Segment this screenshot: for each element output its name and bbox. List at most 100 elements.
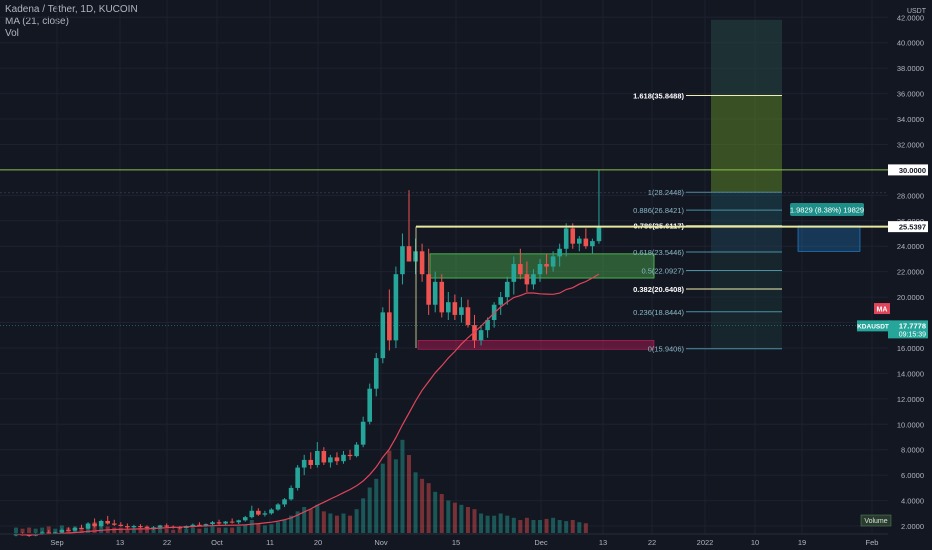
candle-body [531,274,536,285]
volume-bar [289,515,294,533]
candle-body [216,522,222,524]
ma-indicator-label: MA (21, close) [5,16,69,27]
volume-bar [511,517,516,533]
candle-body [393,274,399,341]
candle-body [432,281,438,305]
fib-level-label: 0.236(18.8444) [633,308,684,317]
price-tick-label: 42.0000 [897,13,924,22]
volume-bar [223,527,228,533]
fib-level-label: 0.382(20.6408) [633,285,684,294]
volume-bar [524,517,529,533]
demand-zone [417,340,655,350]
volume-bar [577,522,582,533]
volume-bar [367,487,372,533]
candle-body [229,521,235,523]
volume-bar [570,520,575,533]
volume-bar [236,526,241,533]
candle-body [583,238,589,247]
candle-body [315,451,320,466]
level-price-tag: 30.0000 [899,166,926,175]
volume-bar [341,513,346,533]
volume-bar [249,520,254,533]
ticker-price-tag: 17.7778 [899,321,926,330]
candle-body [197,524,202,526]
volume-bar [387,450,392,533]
candle-body [504,281,510,298]
candle-body [269,509,274,514]
price-tick-label: 12.0000 [897,395,924,404]
volume-bar [243,524,248,533]
volume-bar [27,527,32,533]
fib-zone-lower [711,252,782,349]
volume-bars [14,439,588,533]
candle-body [498,297,503,305]
candle-body [577,238,582,244]
price-tick-label: 32.0000 [897,140,924,149]
candle-body [262,513,268,515]
volume-indicator-label: Vol [5,28,19,39]
candle-body [360,421,366,445]
candle-body [485,319,490,331]
volume-tag-bg [860,514,892,527]
volume-bar [505,515,510,533]
candle-body [590,241,595,247]
volume-bar [426,483,431,533]
horizontal-lines: 1.9829 (8.38%) 19829 [0,169,888,348]
price-tick-label: 10.0000 [897,420,924,429]
price-tick-label: 14.0000 [897,369,924,378]
volume-bar [564,521,569,533]
candle-body [151,527,156,529]
current-price-tag-bg [888,221,928,233]
time-tick-label: Sep [50,538,63,547]
volume-bar [46,526,51,533]
candle-body [111,523,117,525]
time-tick-label: Nov [374,538,388,547]
fib-level-label: 0.618(23.5446) [633,248,684,257]
volume-bar [354,509,359,533]
candle-body [413,251,418,262]
candle-body [118,524,124,527]
fib-level-label: 1(28.2448) [648,188,685,197]
candle-body [544,264,549,267]
fib-level-label: 0.5(22.0927) [641,266,684,275]
volume-bar [315,504,320,533]
candle-body [282,499,287,505]
volume-bar [328,513,333,533]
symbol-title: Kadena / Tether, 1D, KUCOIN [5,4,138,15]
ma-line [15,273,600,536]
volume-bar [400,439,405,533]
time-axis: Sep 13 22 Oct 11 20 Nov 15 Dec 13 22 2022 10 19 Feb [0,533,888,547]
candle-body [550,256,556,267]
volume-bar [583,523,588,533]
time-tick-label: Dec [534,538,548,547]
volume-bar [321,511,326,533]
volume-bar [498,513,503,533]
drawing-zones [417,19,861,350]
candle-body [400,246,405,275]
volume-bar [145,528,149,533]
measure-box [797,225,861,252]
price-tick-label: 40.0000 [897,39,924,48]
price-tick-label: 22.0000 [897,268,924,277]
candle-body [98,520,104,527]
volume-bar [158,527,163,533]
volume-bar [112,527,117,533]
candle-body [439,281,445,313]
volume-bar [531,520,536,533]
candle-body [59,529,65,533]
volume-bar [308,509,313,533]
candle-body [557,248,562,257]
volume-bar [518,520,523,533]
candle-body [236,520,241,523]
candle-body [66,529,71,531]
fib-level-label: 0.886(26.8421) [633,206,684,215]
volume-bar [348,515,353,533]
volume-bar [151,528,156,533]
price-tick-label: 34.0000 [897,115,924,124]
candle-body [373,358,379,389]
volume-bar [276,522,280,533]
volume-bar [210,526,215,533]
price-tick-label: 2.0000 [901,522,924,531]
volume-bar [92,522,97,533]
